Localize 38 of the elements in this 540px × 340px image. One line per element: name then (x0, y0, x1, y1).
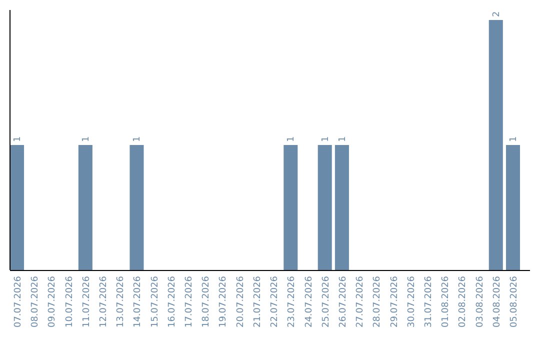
x-tick-label: 30.07.2026 (406, 276, 417, 328)
x-tick-label: 20.07.2026 (236, 276, 246, 328)
data-label: 1 (132, 136, 143, 142)
x-tick-label: 31.07.2026 (424, 276, 434, 328)
data-label: 1 (338, 136, 348, 142)
data-label: 1 (508, 136, 519, 142)
x-tick-label: 24.07.2026 (304, 276, 314, 328)
x-tick-label: 13.07.2026 (116, 276, 126, 328)
x-tick-label: 09.07.2026 (48, 276, 58, 328)
data-label: 1 (320, 136, 331, 142)
x-tick-label: 28.07.2026 (372, 276, 383, 328)
x-tick-label: 12.07.2026 (99, 276, 110, 328)
x-tick-label: 01.08.2026 (441, 276, 452, 328)
x-tick-label: 18.07.2026 (202, 276, 212, 328)
x-tick-label: 11.07.2026 (82, 276, 92, 328)
x-tick-label: 29.07.2026 (390, 276, 400, 328)
x-tick-label: 23.07.2026 (287, 276, 298, 328)
x-tick-label: 25.07.2026 (321, 276, 332, 328)
data-label: 1 (13, 136, 24, 142)
data-label: 2 (492, 11, 502, 17)
x-tick-label: 03.08.2026 (475, 276, 486, 328)
data-label: 1 (286, 136, 297, 142)
x-tick-label: 10.07.2026 (64, 276, 75, 328)
x-tick-label: 16.07.2026 (167, 276, 178, 328)
x-tick-label: 26.07.2026 (338, 276, 348, 328)
x-tick-label: 27.07.2026 (356, 276, 366, 328)
x-tick-label: 07.07.2026 (14, 276, 24, 328)
data-label: 1 (81, 136, 92, 142)
x-tick-label: 02.08.2026 (458, 276, 468, 328)
x-tick-label: 19.07.2026 (218, 276, 229, 328)
x-tick-label: 22.07.2026 (270, 276, 280, 328)
x-tick-label: 17.07.2026 (184, 276, 195, 328)
x-tick-label: 08.07.2026 (30, 276, 41, 328)
x-tick-label: 14.07.2026 (133, 276, 144, 328)
x-tick-label: 15.07.2026 (150, 276, 160, 328)
x-tick-label: 05.08.2026 (509, 276, 520, 328)
x-tick-label: 04.08.2026 (492, 276, 502, 328)
x-tick-label: 21.07.2026 (252, 276, 263, 328)
